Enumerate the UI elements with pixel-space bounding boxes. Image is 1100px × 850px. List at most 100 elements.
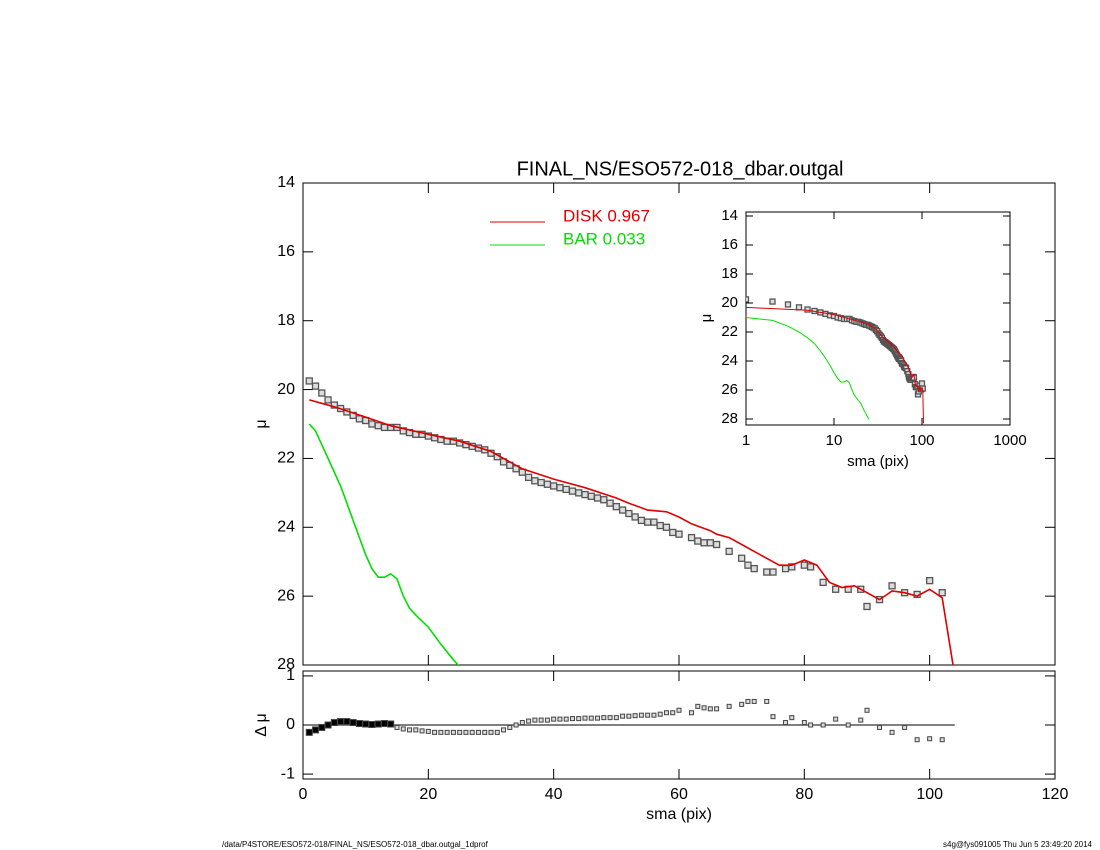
chart-title: FINAL_NS/ESO572-018_dbar.outgal [517,158,844,180]
data-point [781,564,790,573]
y-tick-label: 26 [277,587,295,604]
residual-point [407,727,413,733]
data-point [531,477,539,485]
plot-area [305,377,954,665]
data-point [675,530,683,538]
residual-point [501,727,507,733]
residual-point [355,720,363,728]
residual-y-label: Δ μ [253,713,270,736]
residual-point [582,715,588,721]
data-point [575,489,583,497]
data-point [712,540,721,549]
residual-point [494,729,500,735]
residual-point [482,729,488,735]
residual-point [438,729,444,735]
footer-left: /data/P4STORE/ESO572-018/FINAL_NS/ESO572… [222,840,489,849]
residual-point [808,722,814,728]
data-point [380,423,389,432]
residual-point [663,710,669,716]
x-tick-label: 120 [1042,786,1069,803]
residual-point [845,722,851,728]
residual-point [519,720,525,726]
model-line [746,306,924,424]
data-point [631,513,639,521]
data-point [669,528,677,537]
data-point [556,484,564,492]
data-point [625,509,633,518]
residual-point [588,715,594,721]
x-tick-label: 100 [916,786,943,803]
residual-point [689,710,695,716]
y-tick-label: 24 [721,352,738,369]
legend-label: BAR 0.033 [563,229,645,248]
y-tick-label: 14 [277,174,295,191]
residual-point [469,729,475,735]
residual-point [889,729,895,735]
residual-point [330,719,338,727]
data-point [606,499,614,507]
data-point [763,568,771,576]
residual-point [425,728,431,734]
data-point [524,473,533,482]
data-point [800,561,808,569]
data-point [368,420,376,428]
data-point [926,577,934,585]
data-point [918,380,926,387]
data-point [819,578,827,587]
residual-point [601,715,607,721]
data-point [305,377,313,385]
residual-point [751,698,757,704]
data-point [537,478,545,487]
residual-point [877,724,883,730]
y-tick-label: 22 [277,450,295,467]
y-axis-label: μ [253,419,270,428]
legend-label: DISK 0.967 [563,206,650,225]
residual-point [783,720,789,726]
data-point [637,516,646,525]
model-line [309,399,954,665]
residual-point [707,706,713,712]
residual-point [349,719,357,727]
y-tick-label: 16 [721,236,738,253]
data-point [738,554,746,562]
residual-point [532,717,538,723]
model-line [308,423,460,665]
residual-point [864,707,870,713]
footer-right: s4g@fys091005 Thu Jun 5 23:49:20 2014 [943,840,1093,849]
data-point [888,582,896,590]
residual-point [457,729,463,735]
residual-point [638,712,644,718]
x-tick-label: 10 [826,432,843,449]
residual-point [507,724,513,730]
residual-point [927,736,933,742]
data-point [750,564,758,573]
data-point [769,568,777,576]
residual-point [770,714,776,720]
residual-point [745,698,751,704]
residual-point [488,729,494,735]
residual-point [726,703,732,709]
residual-point [801,720,807,726]
data-point [700,539,708,547]
residual-point [400,726,406,732]
data-point [593,494,602,502]
data-point [784,301,792,308]
y-tick-label: -1 [281,765,295,782]
residual-point [324,721,332,729]
y-tick-label: 22 [721,323,738,340]
data-point [355,415,364,423]
data-point [612,502,620,511]
residual-point [569,716,575,722]
residual-point [551,716,557,722]
data-point [568,487,577,495]
x-axis-label: sma (pix) [646,806,712,823]
residual-point [475,729,481,735]
y-tick-label: 1 [286,667,295,684]
residual-point [419,728,425,734]
data-point [706,539,714,547]
inset-background [745,211,1011,426]
data-point [863,602,871,611]
y-tick-label: 20 [277,381,295,398]
residual-point [657,711,663,717]
